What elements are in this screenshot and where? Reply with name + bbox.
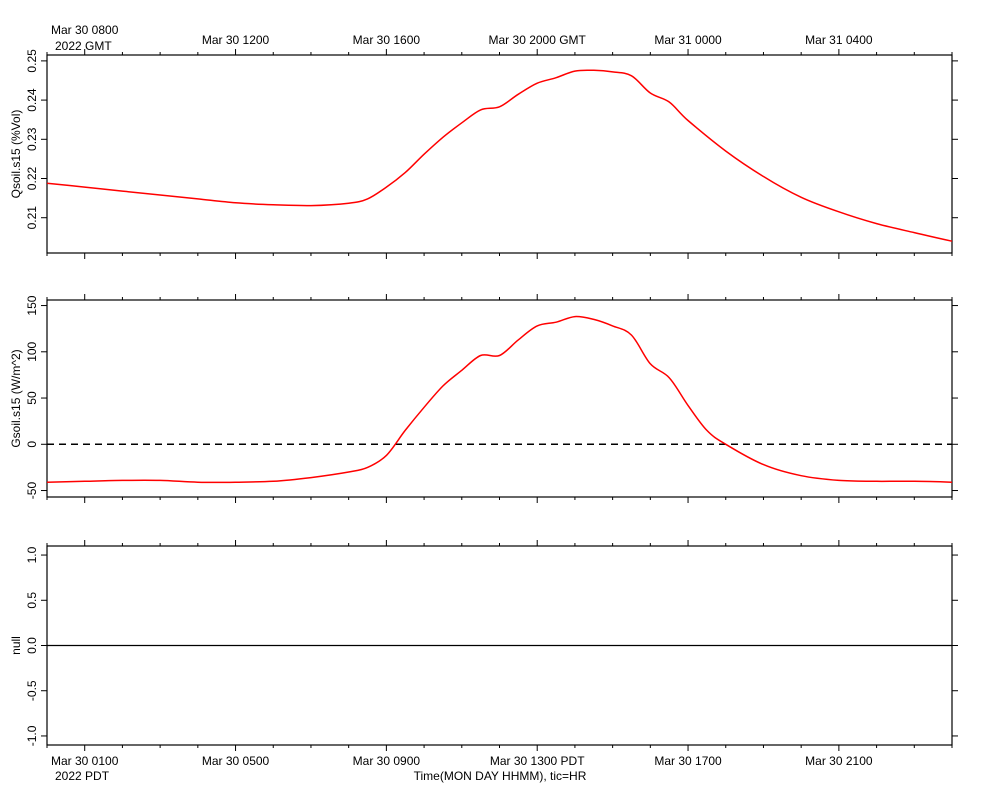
- bottom-pdt-axis: 2022 PDT Time(MON DAY HHMM), tic=HR Mar …: [51, 754, 873, 783]
- y-tick-label: 0.22: [25, 167, 39, 191]
- y-axis-label: Qsoil.s15 (%Vol): [9, 110, 23, 199]
- y-tick-label: 0.24: [25, 88, 39, 112]
- panel-1-frame: [46, 299, 953, 498]
- series-line-0-0: [46, 69, 953, 242]
- top-tick-label: Mar 31 0400: [805, 33, 873, 47]
- bottom-year-label: 2022 PDT: [55, 769, 110, 783]
- series-line-1-0: [46, 315, 953, 484]
- y-tick-label: 1.0: [25, 546, 39, 563]
- top-tick-label: Mar 30 0800: [51, 23, 119, 37]
- panel-gsoil: -50 0 50 100 150 Gsoil.s15 (W/m^2): [9, 294, 958, 503]
- bottom-tick-label: Mar 30 1700: [654, 754, 722, 768]
- y-axis-label: null: [9, 636, 23, 655]
- x-axis-label: Time(MON DAY HHMM), tic=HR: [414, 769, 587, 783]
- y-tick-label: 150: [25, 295, 39, 315]
- y-tick-label: 0.0: [25, 637, 39, 654]
- top-tick-label: Mar 30 2000 GMT: [489, 33, 587, 47]
- panel-0-frame: [46, 54, 953, 254]
- top-gmt-axis: 2022 GMT Mar 30 0800 Mar 30 1200 Mar 30 16…: [51, 23, 873, 53]
- y-tick-label: 0.23: [25, 127, 39, 151]
- panel-qsoil: 0.21 0.22 0.23 0.24 0.25 Qsoil.s15 (%Vol): [9, 49, 958, 259]
- panel-null: -1.0 -0.5 0.0 0.5 1.0 null: [9, 540, 958, 751]
- y-tick-label: 0: [25, 441, 39, 448]
- y-tick-label: -50: [25, 482, 39, 500]
- bottom-tick-label: Mar 30 2100: [805, 754, 873, 768]
- top-year-label: 2022 GMT: [55, 39, 112, 53]
- bottom-tick-label: Mar 30 0900: [353, 754, 421, 768]
- y-tick-label: 0.25: [25, 49, 39, 73]
- y-tick-label: -1.0: [25, 725, 39, 746]
- bottom-tick-label: Mar 30 0500: [202, 754, 270, 768]
- top-tick-label: Mar 31 0000: [654, 33, 722, 47]
- y-axis-label: Gsoil.s15 (W/m^2): [9, 349, 23, 447]
- bottom-tick-label: Mar 30 0100: [51, 754, 119, 768]
- bottom-tick-label: Mar 30 1300 PDT: [490, 754, 585, 768]
- y-tick-label: 50: [25, 391, 39, 405]
- y-tick-label: 0.5: [25, 592, 39, 609]
- top-tick-label: Mar 30 1200: [202, 33, 270, 47]
- y-tick-label: -0.5: [25, 680, 39, 701]
- y-tick-label: 0.21: [25, 206, 39, 230]
- top-tick-label: Mar 30 1600: [353, 33, 421, 47]
- y-tick-label: 100: [25, 341, 39, 361]
